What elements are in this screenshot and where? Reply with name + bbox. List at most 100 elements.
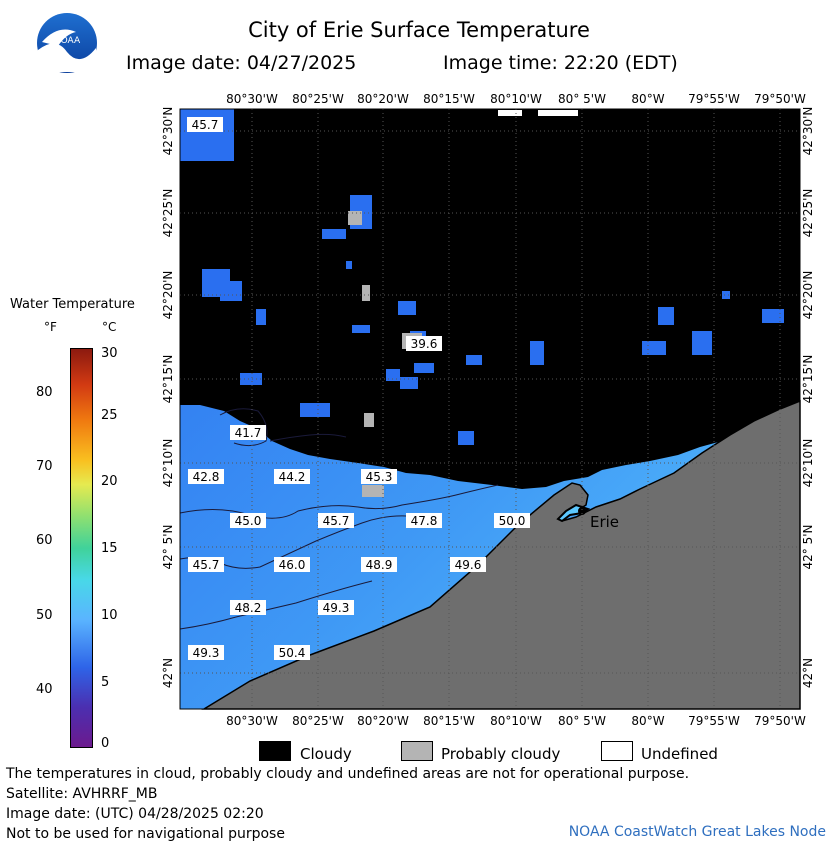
colorbar-c-tick: 5	[101, 675, 110, 690]
temperature-label-box	[406, 336, 442, 351]
longitude-label: 80°25'W	[292, 92, 344, 106]
latitude-label: 42°N	[161, 658, 175, 688]
footer-navigation-note: Not to be used for navigational purpose	[6, 826, 285, 842]
latitude-label: 42°20'N	[801, 271, 815, 320]
credit-link[interactable]: NOAA CoastWatch Great Lakes Node	[568, 824, 826, 840]
temperature-label-box	[188, 469, 224, 484]
colorbar-c-tick: 30	[101, 346, 118, 361]
colorbar-c-tick: 10	[101, 608, 118, 623]
latitude-label: 42°10'N	[801, 439, 815, 488]
temperature-label: 48.9	[366, 558, 393, 572]
latitude-label: 42°15'N	[161, 355, 175, 404]
latitude-label: 42°25'N	[161, 189, 175, 238]
temperature-label-box	[361, 469, 397, 484]
latitude-label: 42° 5'N	[161, 525, 175, 570]
temperature-label-box	[318, 513, 354, 528]
temperature-label: 49.3	[323, 601, 350, 615]
graticule	[180, 109, 800, 709]
temperature-label: 50.0	[499, 514, 526, 528]
colorbar-f-tick: 40	[36, 682, 53, 697]
undefined-patches	[498, 110, 578, 116]
colorbar-c-tick: 15	[101, 541, 118, 556]
longitude-label: 80°20'W	[357, 714, 409, 725]
longitude-label: 79°50'W	[754, 92, 806, 106]
erie-city-marker	[578, 507, 586, 515]
unit-f: °F	[44, 320, 57, 334]
latitude-label: 42°20'N	[161, 271, 175, 320]
temperature-label-box	[361, 557, 397, 572]
temperature-label: 46.0	[279, 558, 306, 572]
temperature-label: 45.3	[366, 470, 393, 484]
longitude-label: 80°10'W	[490, 714, 542, 725]
colorbar	[70, 348, 93, 748]
longitude-label: 80°W	[631, 714, 664, 725]
colorbar-f-tick: 60	[36, 533, 53, 548]
temperature-label: 39.6	[411, 337, 438, 351]
temperature-label: 42.8	[193, 470, 220, 484]
undefined-label: Undefined	[641, 745, 718, 763]
longitude-label: 79°50'W	[754, 714, 806, 725]
temperature-label: 49.6	[455, 558, 482, 572]
temperature-label-box	[274, 557, 310, 572]
longitude-label: 80°10'W	[490, 92, 542, 106]
unit-c: °C	[102, 320, 117, 334]
colorbar-f-tick: 50	[36, 608, 53, 623]
noaa-logo: NOAA	[37, 13, 97, 73]
colorbar-c-tick: 25	[101, 408, 118, 423]
erie-city-label: Erie	[590, 513, 619, 531]
cloud-cover	[180, 109, 800, 489]
longitude-label: 80°25'W	[292, 714, 344, 725]
longitude-label: 80° 5'W	[558, 714, 606, 725]
longitude-label: 80°20'W	[357, 92, 409, 106]
temperature-label-box	[274, 469, 310, 484]
latitude-label: 42° 5'N	[801, 525, 815, 570]
footer-disclaimer: The temperatures in cloud, probably clou…	[6, 766, 690, 782]
latitude-label: 42°25'N	[801, 189, 815, 238]
longitude-label: 80°30'W	[226, 92, 278, 106]
temperature-label-box	[230, 513, 266, 528]
latitude-label: 42°10'N	[161, 439, 175, 488]
temperature-label: 49.3	[193, 646, 220, 660]
temperature-label: 45.7	[193, 558, 220, 572]
temperature-label-box	[230, 600, 266, 615]
probably-cloudy-label: Probably cloudy	[441, 745, 561, 763]
latitude-label: 42°N	[801, 658, 815, 688]
temperature-label-box	[274, 645, 310, 660]
temperature-label: 50.4	[279, 646, 306, 660]
footer-satellite: Satellite: AVHRRF_MB	[6, 786, 158, 802]
latitude-label: 42°30'N	[161, 107, 175, 156]
probably-cloudy-swatch	[401, 741, 433, 761]
colorbar-f-tick: 70	[36, 459, 53, 474]
clear-water-patches	[180, 109, 784, 445]
map: Erie 80°30'W 80°30'W 80°25'W 80°25'W 80°20'W…	[161, 92, 815, 725]
colorbar-title: Water Temperature	[10, 297, 135, 312]
temperature-label: 41.7	[235, 426, 262, 440]
colorbar-f-tick: 80	[36, 385, 53, 400]
longitude-label: 80°W	[631, 92, 664, 106]
page-title: City of Erie Surface Temperature	[248, 18, 590, 42]
temperature-label: 45.0	[235, 514, 262, 528]
map-frame	[179, 108, 801, 710]
temperature-label-box	[230, 425, 266, 440]
temperature-label-box	[188, 557, 224, 572]
longitude-label: 80°15'W	[423, 92, 475, 106]
footer-utc-date: Image date: (UTC) 04/28/2025 02:20	[6, 806, 264, 822]
temperature-label: 44.2	[279, 470, 306, 484]
noaa-logo-text: NOAA	[54, 36, 81, 46]
temperature-label-box	[406, 513, 442, 528]
undefined-swatch	[601, 741, 633, 761]
temperature-label: 47.8	[411, 514, 438, 528]
latitude-label: 42°30'N	[801, 107, 815, 156]
longitude-label: 80°30'W	[226, 714, 278, 725]
temperature-label-box	[188, 645, 224, 660]
longitude-label: 80° 5'W	[558, 92, 606, 106]
image-date: Image date: 04/27/2025	[126, 52, 357, 74]
temperature-label-box	[187, 117, 223, 132]
temperature-label-box	[450, 557, 486, 572]
temperature-label: 45.7	[323, 514, 350, 528]
temperature-label-box	[494, 513, 530, 528]
colorbar-c-tick: 20	[101, 474, 118, 489]
cloudy-swatch	[259, 741, 291, 761]
latitude-label: 42°15'N	[801, 355, 815, 404]
image-time: Image time: 22:20 (EDT)	[443, 52, 678, 74]
